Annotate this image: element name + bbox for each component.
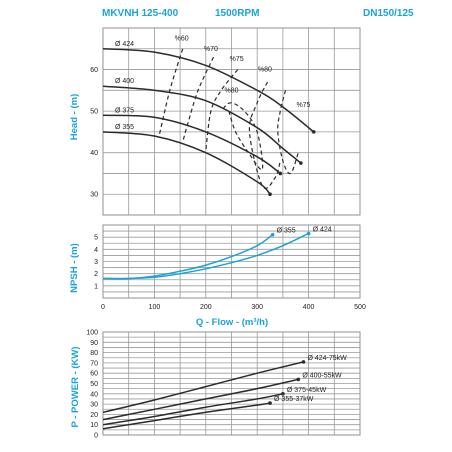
series-line (102, 114, 281, 175)
series-end-point (301, 360, 306, 364)
speed-title: 1500RPM (215, 8, 259, 19)
series-end-point (270, 232, 275, 237)
series-line (102, 402, 271, 430)
dn-title: DN150/125 (363, 8, 414, 19)
efficiency-line (248, 81, 281, 189)
y-tick-label: 30 (90, 192, 98, 199)
efficiency-line (182, 56, 215, 143)
y-tick-label: 10 (90, 422, 98, 429)
series-label: Ø 375-45kW (287, 387, 327, 394)
series-end-point (311, 130, 316, 134)
y-tick-label: 0 (94, 433, 98, 440)
y-tick-label: 40 (90, 150, 98, 157)
x-tick-label: 200 (200, 304, 212, 311)
y-tick-label: 90 (90, 340, 98, 347)
series-end-point (268, 192, 272, 197)
y-tick-label: 20 (90, 412, 98, 419)
series-label: Ø 355 (115, 124, 134, 131)
series-end-point (306, 231, 311, 236)
series-label: Ø 375 (115, 107, 134, 114)
efficiency-label: %60 (175, 35, 189, 42)
y-tick-label: 40 (90, 391, 98, 398)
series-end-point (281, 392, 285, 396)
series-line (102, 378, 299, 421)
series-label: Ø 355 (277, 228, 296, 235)
power-axis-label: P - POWER - (KW) (70, 346, 81, 427)
x-tick-label: 100 (149, 304, 161, 311)
x-tick-label: 0 (101, 304, 105, 311)
y-tick-label: 2 (94, 271, 98, 278)
series-label: Ø 424-75kW (307, 355, 347, 362)
series-line (102, 232, 309, 280)
series-label: Ø 424 (115, 41, 134, 48)
y-tick-label: 1 (94, 283, 98, 290)
series-label: Ø 355-37kW (274, 396, 314, 403)
y-tick-label: 50 (90, 109, 98, 116)
head-axis-label: Head - (m) (69, 94, 80, 140)
y-tick-label: 4 (94, 247, 98, 254)
efficiency-line (220, 102, 264, 171)
efficiency-label: %80 (258, 67, 272, 74)
efficiency-label: %75 (296, 102, 310, 109)
y-tick-label: 50 (90, 381, 98, 388)
series-line (102, 85, 302, 164)
y-tick-label: 5 (94, 235, 98, 242)
y-tick-label: 3 (94, 259, 98, 266)
efficiency-label: %70 (204, 46, 218, 53)
npsh-panel: 1 2 3 4 5 0 100 200 300 400 500 Ø 355 Ø 424 (94, 224, 366, 311)
efficiency-label: %80 (224, 87, 238, 94)
npsh-axis-label: NPSH - (m) (69, 243, 80, 293)
y-tick-label: 30 (90, 402, 98, 409)
efficiency-label: %75 (230, 56, 244, 63)
flow-axis-label: Q - Flow - (m³/h) (196, 317, 268, 328)
series-line (102, 131, 271, 195)
x-tick-label: 300 (251, 304, 263, 311)
y-tick-label: 60 (90, 67, 98, 74)
y-tick-label: 70 (90, 360, 98, 367)
series-end-point (299, 161, 303, 165)
y-tick-label: 60 (90, 371, 98, 378)
series-end-point (278, 171, 283, 176)
x-tick-label: 500 (354, 304, 366, 311)
y-tick-label: 80 (90, 350, 98, 357)
series-end-point (268, 401, 272, 405)
efficiency-line (277, 90, 299, 175)
power-panel: 0 10 20 30 40 50 60 70 80 90 100 Ø 424-75kW Ø 400-55… (86, 330, 361, 440)
series-line (102, 361, 304, 414)
series-line (102, 393, 284, 426)
model-title: MKVNH 125-400 (102, 8, 179, 19)
series-line (102, 48, 315, 133)
x-tick-label: 400 (303, 304, 315, 311)
series-end-point (296, 377, 301, 382)
series-label: Ø 400 (115, 78, 134, 85)
head-panel: 30 40 50 60 %60 %70 %75 %80 %80 %75 Ø 424 Ø 400 Ø 37… (90, 27, 361, 216)
y-tick-label: 100 (86, 330, 98, 337)
series-label: Ø 424 (313, 227, 332, 234)
series-label: Ø 400-55kW (302, 372, 342, 379)
